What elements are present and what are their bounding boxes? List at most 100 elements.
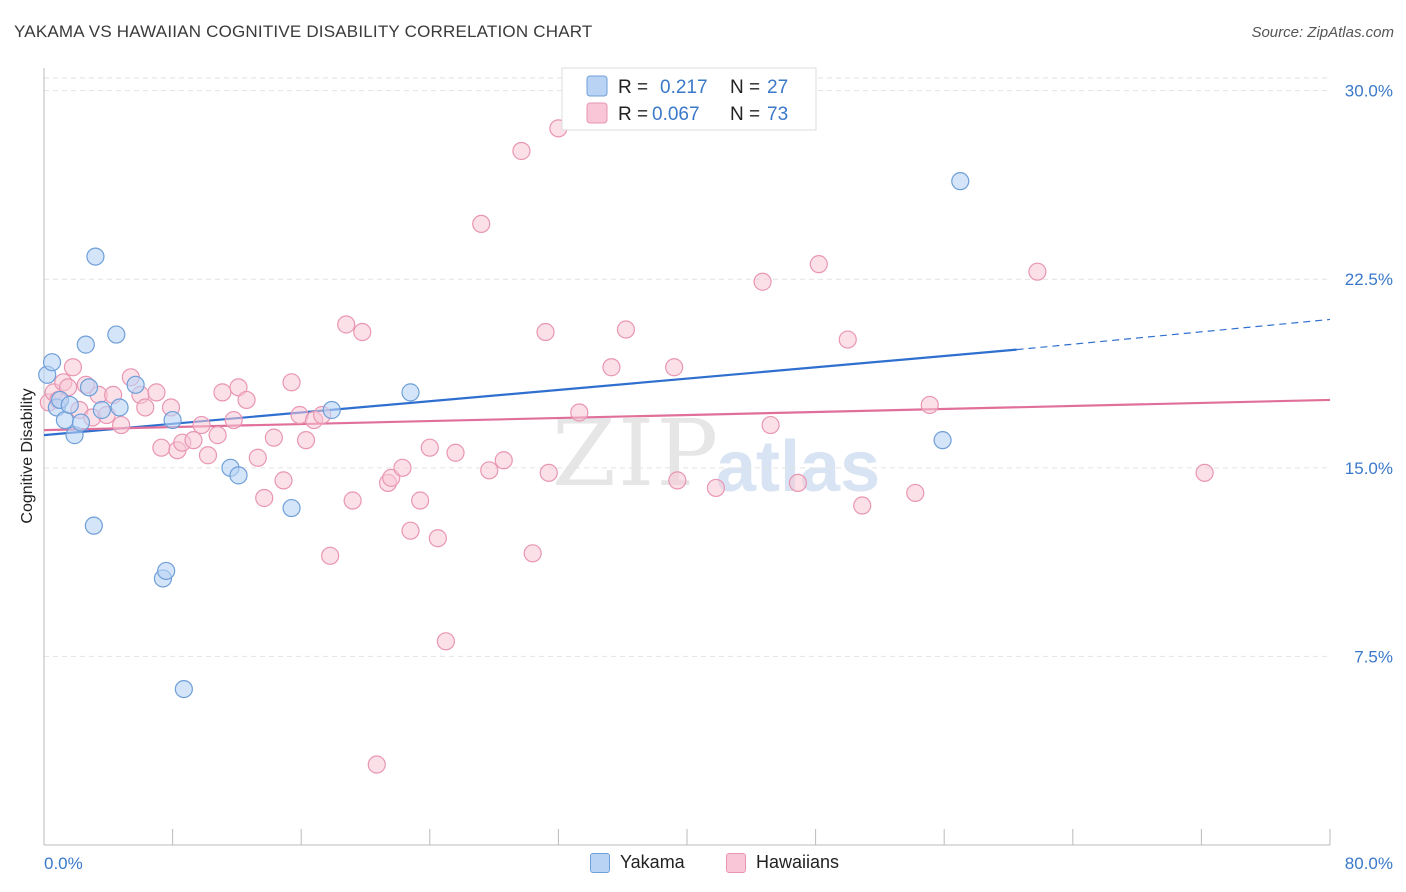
data-point-hawaiians (420, 438, 439, 457)
stats-r-label-hawaiians: R = (618, 104, 648, 125)
data-point-hawaiians (436, 632, 455, 651)
series-legend: Yakama Hawaiians (0, 852, 1406, 878)
data-point-hawaiians (367, 755, 386, 774)
stats-legend: R = 0.217 N = 27 R = 0.067 N = 73 (561, 67, 817, 131)
data-point-yakama (76, 335, 95, 354)
data-point-hawaiians (184, 431, 203, 450)
data-point-hawaiians (274, 471, 293, 490)
data-point-hawaiians (668, 471, 687, 490)
watermark-atlas: atlas (716, 427, 881, 507)
data-point-yakama (42, 353, 62, 372)
data-point-hawaiians (494, 451, 513, 470)
data-point-hawaiians (63, 358, 83, 377)
data-point-hawaiians (853, 496, 872, 515)
data-point-yakama (229, 466, 248, 485)
data-point-hawaiians (788, 473, 808, 493)
x-tick-label-min: 0.0% (44, 854, 83, 873)
legend-swatch-hawaiians (726, 852, 746, 873)
data-point-yakama (84, 516, 103, 535)
trend-line-yakama (43, 348, 1017, 437)
data-point-hawaiians (472, 214, 491, 234)
data-point-yakama (79, 378, 99, 397)
stats-n-value-yakama: 27 (767, 77, 788, 98)
data-point-yakama (107, 325, 126, 344)
data-point-yakama (60, 395, 79, 415)
data-point-hawaiians (539, 463, 558, 482)
data-point-hawaiians (706, 478, 726, 498)
data-point-hawaiians (906, 483, 925, 503)
data-point-hawaiians (337, 315, 356, 334)
legend-swatch-yakama (590, 852, 610, 873)
data-point-yakama (401, 383, 420, 402)
stats-r-label-yakama: R = (618, 77, 648, 98)
data-point-hawaiians (237, 390, 256, 410)
data-point-hawaiians (665, 358, 684, 377)
data-point-hawaiians (393, 458, 412, 477)
chart-title: YAKAMA VS HAWAIIAN COGNITIVE DISABILITY … (14, 22, 593, 41)
y-tick-label: 22.5% (1345, 270, 1393, 289)
data-point-yakama (163, 410, 182, 430)
data-point-yakama (110, 398, 129, 417)
legend-item-yakama[interactable]: Yakama (590, 852, 685, 873)
stats-n-value-hawaiians: 73 (767, 104, 788, 125)
data-point-hawaiians (343, 491, 362, 510)
data-point-hawaiians (809, 255, 828, 274)
data-point-yakama (933, 431, 952, 450)
data-point-hawaiians (112, 415, 131, 435)
data-point-yakama (126, 375, 145, 394)
data-point-yakama (71, 413, 91, 432)
data-point-hawaiians (208, 426, 227, 445)
data-point-yakama (86, 247, 105, 266)
data-point-yakama (55, 410, 74, 430)
legend-label-hawaiians: Hawaiians (756, 852, 840, 872)
data-point-hawaiians (570, 403, 589, 422)
x-tick-label-max: 80.0% (1345, 854, 1393, 873)
legend-label-yakama: Yakama (620, 852, 685, 872)
data-point-yakama (951, 172, 970, 191)
stats-r-value-hawaiians: 0.067 (652, 104, 700, 125)
data-point-hawaiians (523, 544, 542, 563)
stats-n-label-hawaiians: N = (730, 104, 760, 125)
stats-r-value-yakama: 0.217 (660, 77, 708, 98)
y-tick-label: 15.0% (1345, 459, 1393, 478)
legend-item-hawaiians[interactable]: Hawaiians (726, 852, 839, 873)
data-point-hawaiians (536, 322, 555, 342)
data-point-hawaiians (411, 491, 430, 510)
data-point-hawaiians (616, 320, 636, 339)
data-point-hawaiians (224, 410, 243, 430)
data-point-hawaiians (264, 428, 283, 447)
data-point-hawaiians (753, 272, 772, 291)
data-point-hawaiians (602, 358, 621, 377)
data-point-hawaiians (213, 383, 232, 402)
data-point-hawaiians (136, 398, 155, 417)
data-point-hawaiians (198, 446, 218, 465)
grid-lines (44, 77, 1330, 657)
data-point-hawaiians (480, 461, 499, 480)
data-point-yakama (157, 561, 176, 581)
data-point-hawaiians (296, 431, 316, 450)
data-point-hawaiians (248, 448, 267, 467)
data-point-hawaiians (1028, 262, 1047, 281)
axes (43, 68, 1331, 846)
data-point-hawaiians (282, 373, 301, 392)
data-point-hawaiians (512, 141, 531, 161)
tick-labels: 7.5% 15.0% 22.5% 30.0% 0.0% 80.0% (44, 82, 1393, 873)
data-point-yakama (92, 400, 111, 420)
data-point-yakama (322, 400, 341, 420)
data-point-hawaiians (838, 330, 857, 349)
stats-legend-swatch-yakama (586, 75, 608, 97)
data-point-hawaiians (446, 443, 465, 462)
data-point-hawaiians (401, 521, 420, 540)
data-point-hawaiians (428, 529, 447, 548)
data-point-hawaiians (152, 438, 171, 457)
stats-n-label-yakama: N = (730, 77, 760, 98)
y-tick-label: 30.0% (1345, 82, 1393, 101)
data-point-hawaiians (1195, 463, 1214, 482)
data-point-hawaiians (147, 383, 166, 402)
y-tick-label: 7.5% (1354, 647, 1393, 666)
data-point-hawaiians (192, 415, 211, 435)
data-point-yakama (282, 498, 301, 518)
data-point-yakama (174, 679, 193, 699)
data-point-hawaiians (761, 415, 780, 435)
